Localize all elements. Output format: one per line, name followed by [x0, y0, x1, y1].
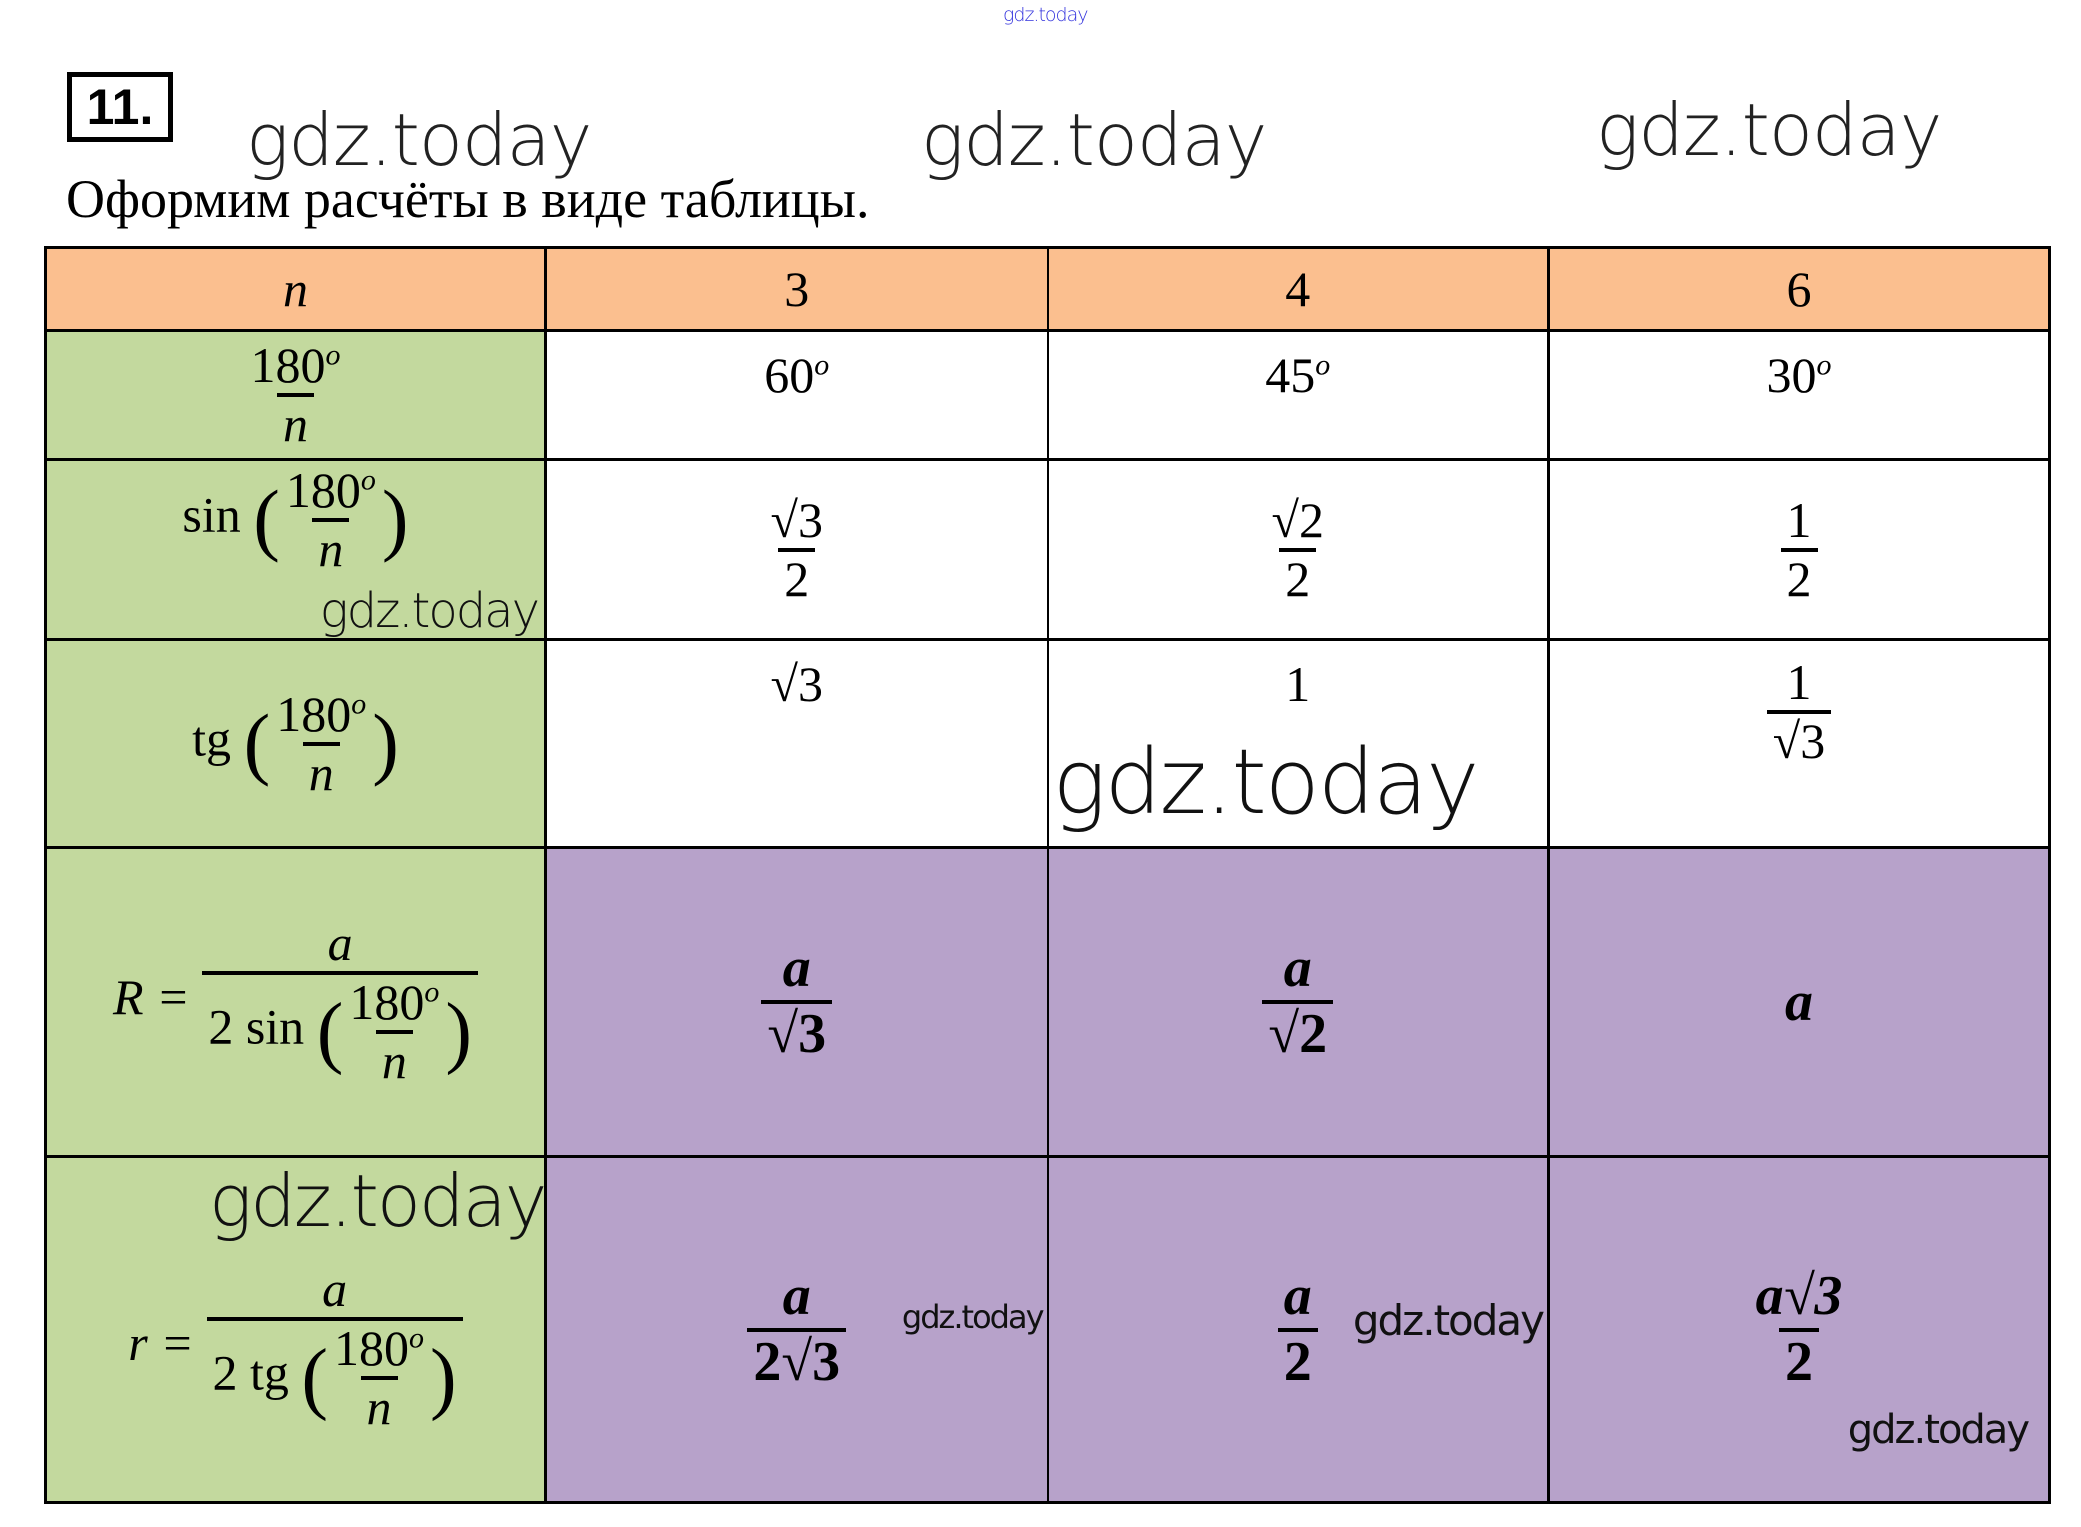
- header-col: 6: [1547, 246, 2051, 332]
- watermark: gdz.today: [1052, 730, 1480, 835]
- watermark-top: gdz.today: [1003, 4, 1088, 26]
- degree: o: [409, 1321, 425, 1355]
- tg-value: 1 √3: [1547, 638, 2051, 849]
- watermark: gdz.today: [1847, 1407, 2030, 1453]
- header-row: n 3 4 6: [44, 246, 2051, 332]
- denominator: √2: [1262, 1000, 1334, 1066]
- denominator: n: [312, 518, 350, 577]
- numerator: a√3: [1755, 1264, 1843, 1327]
- fraction: 180o n: [245, 338, 347, 452]
- numerator: 180: [285, 462, 361, 518]
- degree: o: [360, 463, 376, 497]
- degree: o: [424, 974, 440, 1008]
- denominator: 2: [778, 547, 816, 607]
- denominator: 2: [1780, 547, 1818, 607]
- tg-value: √3: [544, 638, 1049, 849]
- tg-label: tg (180o n): [44, 638, 547, 849]
- numerator: √3: [770, 491, 823, 548]
- numerator: 180: [349, 973, 425, 1030]
- R-lhs: R =: [113, 968, 190, 1025]
- numerator: a: [782, 937, 811, 1000]
- watermark: gdz.today: [1352, 1296, 1545, 1345]
- numerator: 180: [334, 1320, 410, 1376]
- denominator: n: [277, 393, 314, 452]
- denominator: n: [302, 741, 340, 801]
- tg-row: tg (180o n) √3 1 gdz.today 1 √3: [44, 638, 2051, 849]
- value: 45: [1265, 347, 1316, 403]
- r-value: a√3 2 gdz.today: [1547, 1155, 2051, 1504]
- denominator: √3: [1766, 710, 1832, 769]
- denominator: 2√3: [747, 1327, 847, 1394]
- value: 30: [1766, 347, 1817, 403]
- results-table: n 3 4 6 180o n 60o 45o 30o sin (180o n) gd…: [44, 246, 2051, 1504]
- degree: o: [814, 348, 830, 382]
- angle-label: 180o n: [44, 329, 547, 461]
- sin-label: sin (180o n) gdz.today: [44, 458, 547, 641]
- sin-value: √3 2: [544, 458, 1049, 641]
- numerator: a: [782, 1264, 811, 1327]
- denominator-fn: 2 sin: [208, 997, 305, 1054]
- numerator: 180: [250, 337, 326, 393]
- angle-value: 60o: [544, 329, 1049, 461]
- header-col: 4: [1046, 246, 1550, 332]
- R-value: a √3: [544, 846, 1049, 1158]
- tg-fn: tg: [192, 709, 232, 766]
- value: 60: [764, 347, 815, 403]
- problem-number: 11.: [67, 72, 173, 142]
- numerator: a: [1283, 1264, 1312, 1327]
- angle-value: 30o: [1547, 329, 2051, 461]
- angle-value: 45o: [1046, 329, 1550, 461]
- numerator: a: [322, 1261, 348, 1317]
- header-n: n: [44, 246, 547, 332]
- numerator: a: [1283, 937, 1312, 1000]
- n-label: n: [283, 261, 308, 317]
- R-value: a: [1547, 846, 2051, 1158]
- numerator: 180: [276, 685, 352, 742]
- sin-fn: sin: [182, 486, 241, 543]
- degree: o: [351, 686, 367, 720]
- fraction: 180o n: [270, 685, 372, 801]
- denominator: 2: [1279, 547, 1317, 607]
- value: 1: [1285, 656, 1311, 712]
- sin-value: √2 2: [1046, 458, 1550, 641]
- denominator: 2: [1277, 1327, 1318, 1394]
- R-value: a √2: [1046, 846, 1550, 1158]
- numerator: a: [327, 914, 353, 971]
- tg-value: 1 gdz.today: [1046, 638, 1550, 849]
- watermark: gdz.today: [1596, 88, 1942, 172]
- fraction: 180o n: [280, 463, 382, 577]
- denominator: 2: [1778, 1327, 1819, 1394]
- watermark: gdz.today: [319, 583, 540, 640]
- header-col: 3: [544, 246, 1049, 332]
- degree: o: [1816, 348, 1832, 382]
- angle-row: 180o n 60o 45o 30o: [44, 329, 2051, 461]
- watermark: gdz.today: [209, 1159, 547, 1243]
- numerator: 1: [1786, 491, 1812, 548]
- r-value: a 2√3 gdz.today: [544, 1155, 1049, 1504]
- watermark: gdz.today: [921, 98, 1267, 182]
- degree: o: [1315, 348, 1331, 382]
- r-lhs: r =: [128, 1314, 194, 1371]
- watermark: gdz.today: [246, 98, 592, 182]
- watermark: gdz.today: [901, 1298, 1045, 1336]
- numerator: √2: [1271, 491, 1324, 548]
- intro-text: Оформим расчёты в виде таблицы.: [66, 169, 870, 229]
- numerator: 1: [1786, 654, 1812, 710]
- denominator: n: [360, 1376, 398, 1435]
- denominator: n: [375, 1029, 413, 1089]
- degree: o: [325, 338, 341, 372]
- denominator-fn: 2 tg: [212, 1344, 289, 1401]
- denominator: √3: [761, 1000, 833, 1066]
